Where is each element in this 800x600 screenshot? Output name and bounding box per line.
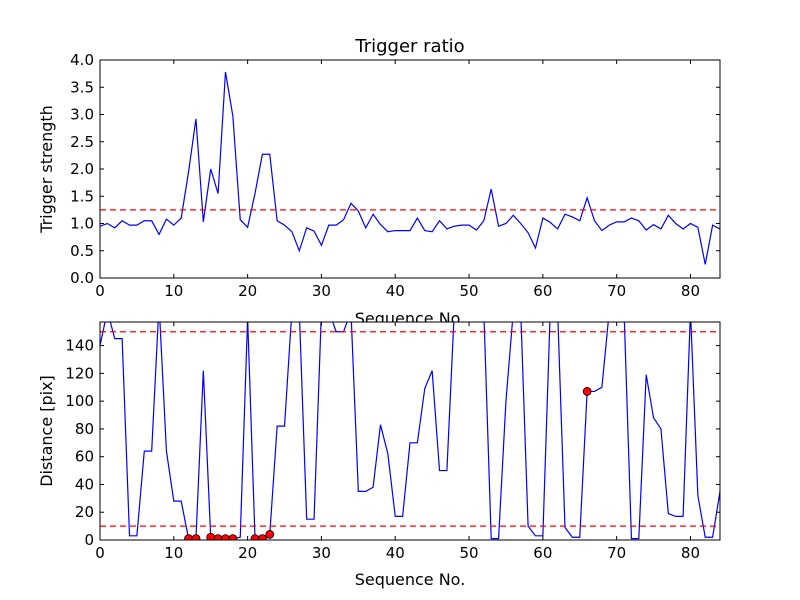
y-tick-label: 3.0 [70,106,94,124]
axes-frame [99,321,721,541]
highlight-point [265,530,275,539]
plot-area [100,60,720,278]
y-tick-label: 120 [65,364,94,382]
x-tick-label: 80 [681,544,700,562]
y-tick-label: 140 [65,337,94,355]
highlight-point [228,534,238,540]
y-axis-label: Distance [pix] [37,375,56,487]
y-tick-label: 40 [75,475,94,493]
series-line [100,71,720,265]
x-tick-label: 30 [312,282,331,300]
highlight-point [213,534,223,540]
highlight-point [250,534,260,540]
x-tick-label: 70 [607,282,626,300]
y-tick-label: 80 [75,420,94,438]
x-tick-label: 50 [460,544,479,562]
x-tick-label: 80 [681,282,700,300]
y-tick-label: 2.0 [70,160,94,178]
y-tick-label: 0.5 [70,242,94,260]
y-tick-label: 100 [65,392,94,410]
y-tick-label: 60 [75,448,94,466]
x-tick-label: 30 [312,544,331,562]
y-tick-label: 2.5 [70,133,94,151]
x-tick-label: 60 [533,282,552,300]
y-tick-label: 0 [84,531,94,549]
y-tick-label: 20 [75,503,94,521]
x-tick-label: 10 [164,282,183,300]
x-tick-label: 40 [386,282,405,300]
y-axis-label: Trigger strength [37,105,56,234]
series-line [100,322,720,540]
highlight-point [221,534,230,540]
subplot-2: 0 10 20 30 40 50 60 70 80 0 20 40 60 80 100 120 140 Seque… [37,321,721,589]
x-tick-label: 0 [95,544,105,562]
x-tick-label: 40 [386,544,405,562]
y-tick-label: 1.5 [70,187,94,205]
y-tick-label: 1.0 [70,215,94,233]
x-axis-label: Sequence No. [355,570,466,589]
x-tick-label: 70 [607,544,626,562]
y-tick-label: 4.0 [70,51,94,69]
y-tick-label: 3.5 [70,78,94,96]
x-tick-label: 10 [164,544,183,562]
x-tick-label: 50 [460,282,479,300]
highlight-point [184,534,193,540]
highlight-point [257,534,267,540]
y-tick-label: 0.0 [70,269,94,287]
x-tick-label: 20 [238,544,257,562]
highlight-point [582,387,592,396]
highlight-point [191,534,201,540]
x-tick-label: 0 [95,282,105,300]
x-tick-label: 20 [238,282,257,300]
plot-area [100,322,720,540]
subplot-1: Trigger ratio 0 10 20 30 40 50 60 70 80 0.0 0.5 1.0 1… [37,36,721,328]
x-tick-label: 60 [533,544,552,562]
chart-title: Trigger ratio [354,36,464,57]
